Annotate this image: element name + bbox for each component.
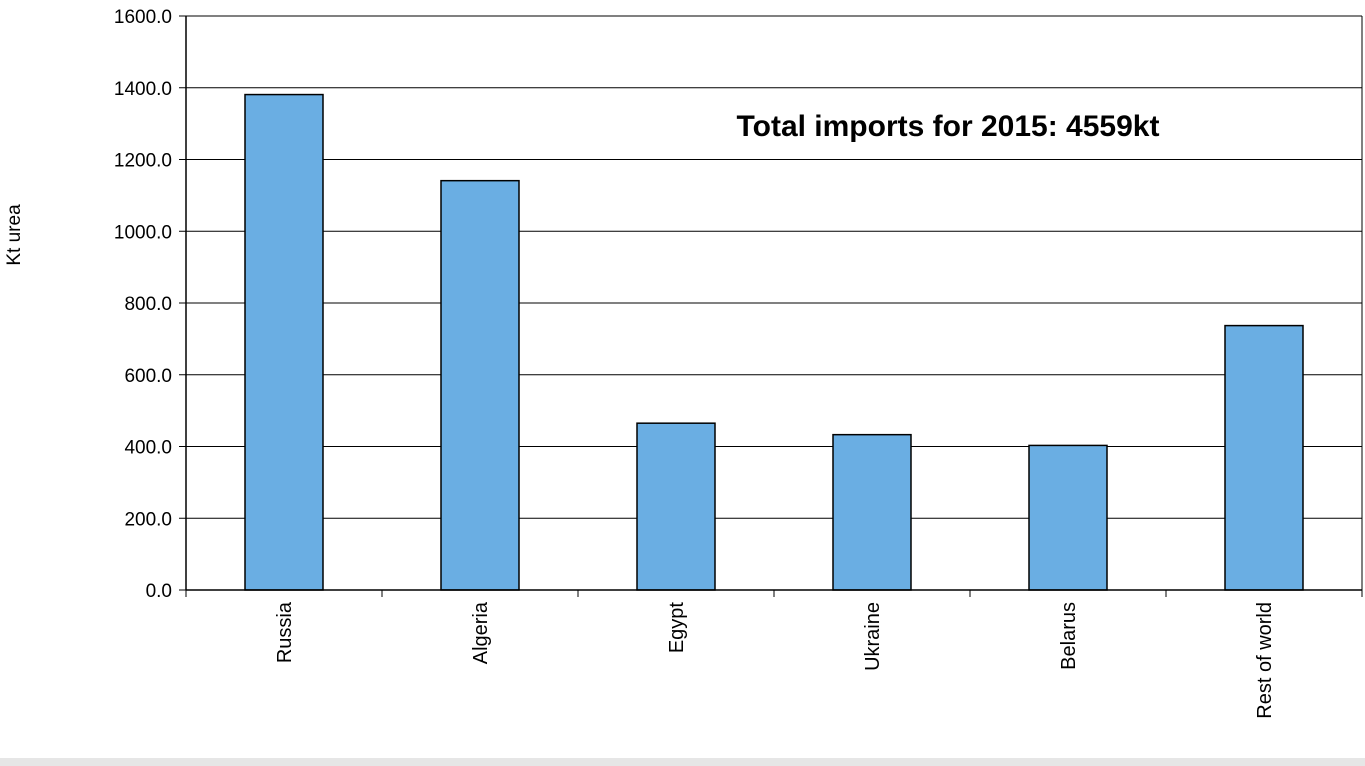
total-imports-annotation: Total imports for 2015: 4559kt — [737, 110, 1160, 143]
bar-ukraine — [832, 433, 912, 591]
x-tick-label: Rest of world — [1254, 602, 1276, 719]
bar-russia — [244, 93, 324, 591]
x-tick-label: Egypt — [666, 602, 688, 654]
x-tick-label: Ukraine — [862, 602, 884, 671]
y-tick-label: 1600.0 — [114, 7, 172, 28]
x-tick-labels: Russia Algeria Egypt Ukraine Belarus Rest of … — [274, 601, 1276, 719]
bar-egypt — [636, 422, 716, 591]
y-tick-label: 400.0 — [124, 438, 172, 459]
bars — [244, 93, 1304, 591]
x-tick-label: Belarus — [1058, 602, 1080, 670]
y-tick-label: 200.0 — [124, 509, 172, 530]
y-tick-label: 1200.0 — [114, 151, 172, 172]
y-tick-label: 600.0 — [124, 366, 172, 387]
gridlines — [186, 15, 1362, 519]
y-tick-labels: 0.0 200.0 400.0 600.0 800.0 1000.0 1200.0 1400.… — [114, 7, 172, 602]
bar-belarus — [1028, 444, 1108, 591]
bottom-strip — [0, 758, 1365, 766]
bar-rest-of-world — [1224, 324, 1304, 591]
y-tick-label: 0.0 — [146, 581, 172, 602]
y-tick-label: 1000.0 — [114, 222, 172, 243]
y-axis-title: Kt urea — [4, 204, 25, 266]
x-tick-label: Russia — [274, 601, 296, 663]
bar-algeria — [440, 179, 520, 591]
x-tick-label: Algeria — [470, 601, 492, 664]
y-tick-label: 800.0 — [124, 294, 172, 315]
y-tick-label: 1400.0 — [114, 79, 172, 100]
axes — [179, 15, 1363, 597]
